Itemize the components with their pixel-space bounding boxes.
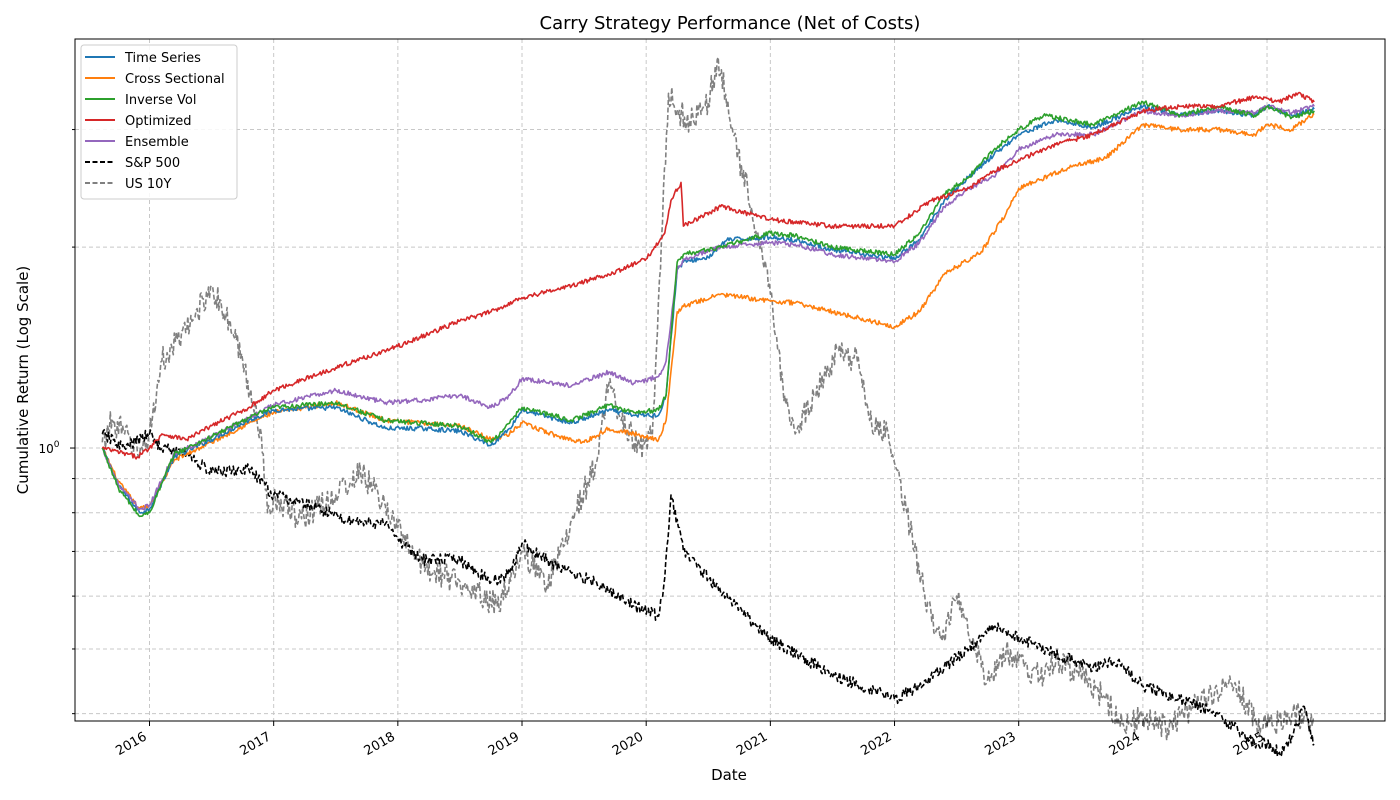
legend-box	[80, 44, 238, 200]
series-line-inverse-vol	[101, 100, 1315, 518]
legend-label: S&P 500	[125, 156, 180, 171]
series-line-s-p-500	[101, 428, 1315, 758]
legend-label: Time Series	[124, 51, 201, 66]
y-tick-label-exponent: 0	[54, 440, 60, 450]
legend-label: Optimized	[125, 114, 192, 129]
series-line-time-series	[101, 104, 1315, 514]
legend-label: Inverse Vol	[125, 93, 196, 108]
legend-label: Ensemble	[125, 135, 189, 150]
y-tick-label-base: 10	[38, 442, 53, 456]
chart-title: Carry Strategy Performance (Net of Costs…	[540, 13, 921, 34]
plot-frame	[74, 38, 1386, 722]
y-axis-label: Cumulative Return (Log Scale)	[14, 266, 32, 495]
legend-label: US 10Y	[125, 177, 171, 192]
legend: Time Series Cross Sectional Inverse Vol Opt…	[80, 44, 238, 200]
grid	[75, 39, 1385, 721]
series-line-optimized	[101, 91, 1315, 460]
y-axis: 100	[38, 129, 75, 715]
x-axis-label: Date	[711, 766, 747, 784]
y-tick-label: 100	[38, 440, 59, 456]
legend-label: Cross Sectional	[125, 72, 225, 87]
